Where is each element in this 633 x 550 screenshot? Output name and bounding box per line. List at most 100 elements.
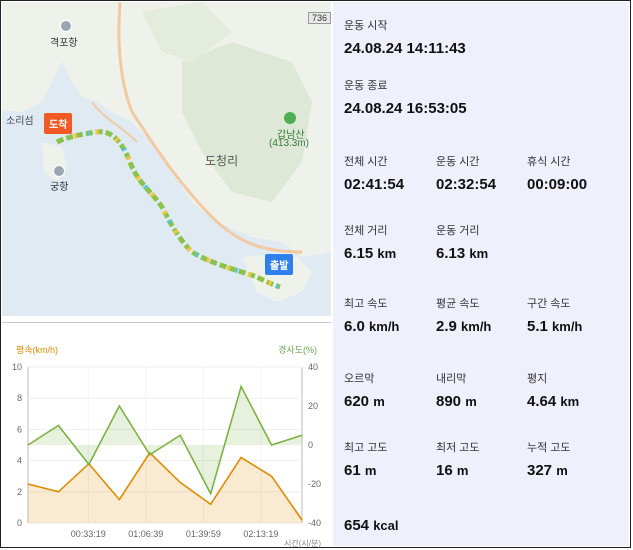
stat-label: 운동 시간 <box>436 156 480 168</box>
stat-value: 02:41:54 <box>344 176 405 193</box>
stat-unit: kcal <box>373 518 399 533</box>
stat-flat: 평지 4.64 km <box>527 370 579 410</box>
road-number-badge: 736 <box>308 12 331 24</box>
x-axis-unit: 시간(시/분) <box>284 539 321 548</box>
stat-unit: m <box>465 394 477 409</box>
stat-label: 운동 종료 <box>344 80 388 92</box>
stat-max-altitude: 최고 고도 61 m <box>344 439 388 479</box>
stat-value: 24.08.24 16:53:05 <box>344 100 467 117</box>
stat-label: 운동 시작 <box>344 20 388 32</box>
x-tick: 01:06:39 <box>128 529 163 539</box>
stat-value: 2.9 <box>436 318 457 335</box>
y-left-tick: 0 <box>17 518 22 528</box>
stat-label: 평균 속도 <box>436 298 480 310</box>
stat-label: 구간 속도 <box>527 298 571 310</box>
stat-label: 최저 고도 <box>436 442 480 454</box>
stat-unit: km/h <box>461 319 492 334</box>
stat-downhill: 내리막 890 m <box>436 370 477 410</box>
stat-value: 4.64 <box>527 393 557 410</box>
stat-unit: km <box>469 246 489 261</box>
stat-label: 전체 시간 <box>344 156 388 168</box>
stat-unit: m <box>373 394 385 409</box>
stat-value: 620 <box>344 393 370 410</box>
stats-panel: 운동 시작 24.08.24 14:11:43 운동 종료 24.08.24 1… <box>333 2 629 546</box>
y-left-tick: 4 <box>17 456 22 466</box>
y-right-tick: 20 <box>308 401 318 411</box>
stat-min-altitude: 최저 고도 16 m <box>436 439 480 479</box>
port-pin-icon <box>53 165 65 177</box>
left-axis-legend: 평속(km/h) <box>16 345 59 355</box>
stat-label: 누적 고도 <box>527 442 571 454</box>
stat-label: 휴식 시간 <box>527 156 571 168</box>
stat-label: 평지 <box>527 373 548 385</box>
place-label-gapnamsan-height: (413.3m) <box>269 138 310 149</box>
mountain-icon <box>284 112 296 124</box>
right-axis-legend: 경사도(%) <box>278 345 317 355</box>
y-right-tick: 40 <box>308 362 318 372</box>
map-graphic <box>2 2 331 302</box>
y-left-tick: 6 <box>17 424 22 434</box>
stat-total-distance: 전체 거리 6.15 km <box>344 222 396 262</box>
stat-unit: km <box>377 246 397 261</box>
stat-cumulative-altitude: 누적 고도 327 m <box>527 439 571 479</box>
y-left-tick: 2 <box>17 487 22 497</box>
stat-value: 16 <box>436 462 453 479</box>
y-right-tick: -40 <box>308 518 321 528</box>
stat-value: 02:32:54 <box>436 176 497 193</box>
stat-value: 890 <box>436 393 462 410</box>
stat-value: 00:09:00 <box>527 176 588 193</box>
speed-slope-chart: 평속(km/h) 경사도(%) 10 8 6 4 2 0 40 20 0 -20 -40 00:33:… <box>2 322 331 548</box>
stat-max-speed: 최고 속도 6.0 km/h <box>344 295 399 335</box>
port-pin-icon <box>60 20 72 32</box>
series-line <box>27 451 303 521</box>
stat-value: 6.15 <box>344 245 374 262</box>
stat-unit: km/h <box>552 319 583 334</box>
stat-value: 6.13 <box>436 245 466 262</box>
place-label-gapnamsan: 갑남산 <box>277 130 305 141</box>
start-marker[interactable]: 출발 <box>265 254 294 275</box>
stat-unit: m <box>456 463 469 478</box>
stat-unit: km <box>560 394 580 409</box>
place-label-gyeokpohang: 격포항 <box>50 38 78 49</box>
y-right-tick: 0 <box>308 440 313 450</box>
stat-exercise-distance: 운동 거리 6.13 km <box>436 222 488 262</box>
stat-unit: m <box>556 463 568 478</box>
place-label-gunghang: 궁항 <box>50 182 69 193</box>
stat-exercise-time: 운동 시간 02:32:54 <box>436 153 496 193</box>
x-tick: 01:39:59 <box>186 529 221 539</box>
x-tick: 00:33:19 <box>71 529 106 539</box>
stat-total-time: 전체 시간 02:41:54 <box>344 153 404 193</box>
stat-label: 운동 거리 <box>436 225 480 237</box>
stat-calories: 654 kcal <box>344 510 399 534</box>
stat-avg-speed: 평균 속도 2.9 km/h <box>436 295 491 335</box>
stat-section-speed: 구간 속도 5.1 km/h <box>527 295 582 335</box>
stat-value: 61 <box>344 462 361 479</box>
stat-value: 6.0 <box>344 318 365 335</box>
stat-value: 5.1 <box>527 318 548 335</box>
stat-value: 24.08.24 14:11:43 <box>344 40 466 57</box>
route-map[interactable]: 736 격포항 소리섬 궁항 도청리 갑남산 (413.3m) 도착 출발 <box>2 2 331 316</box>
stat-uphill: 오르막 620 m <box>344 370 385 410</box>
stat-value: 327 <box>527 462 553 479</box>
place-label-soriseom: 소리섬 <box>6 116 34 127</box>
stat-start: 운동 시작 24.08.24 14:11:43 <box>344 17 466 57</box>
stat-label: 내리막 <box>436 373 467 385</box>
stat-unit: m <box>364 463 377 478</box>
y-right-tick: -20 <box>308 479 321 489</box>
y-left-tick: 10 <box>12 362 22 372</box>
y-left-tick: 8 <box>17 393 22 403</box>
stat-rest-time: 휴식 시간 00:09:00 <box>527 153 587 193</box>
x-tick: 02:13:19 <box>243 529 278 539</box>
place-label-dochung: 도청리 <box>205 154 239 168</box>
stat-value: 654 <box>344 517 370 534</box>
stat-label: 오르막 <box>344 373 375 385</box>
series-area <box>28 386 302 494</box>
stat-end: 운동 종료 24.08.24 16:53:05 <box>344 77 467 117</box>
series-line <box>27 384 303 496</box>
end-marker[interactable]: 도착 <box>44 113 73 134</box>
stat-label: 최고 속도 <box>344 298 388 310</box>
stat-label: 전체 거리 <box>344 225 388 237</box>
stat-label: 최고 고도 <box>344 442 388 454</box>
